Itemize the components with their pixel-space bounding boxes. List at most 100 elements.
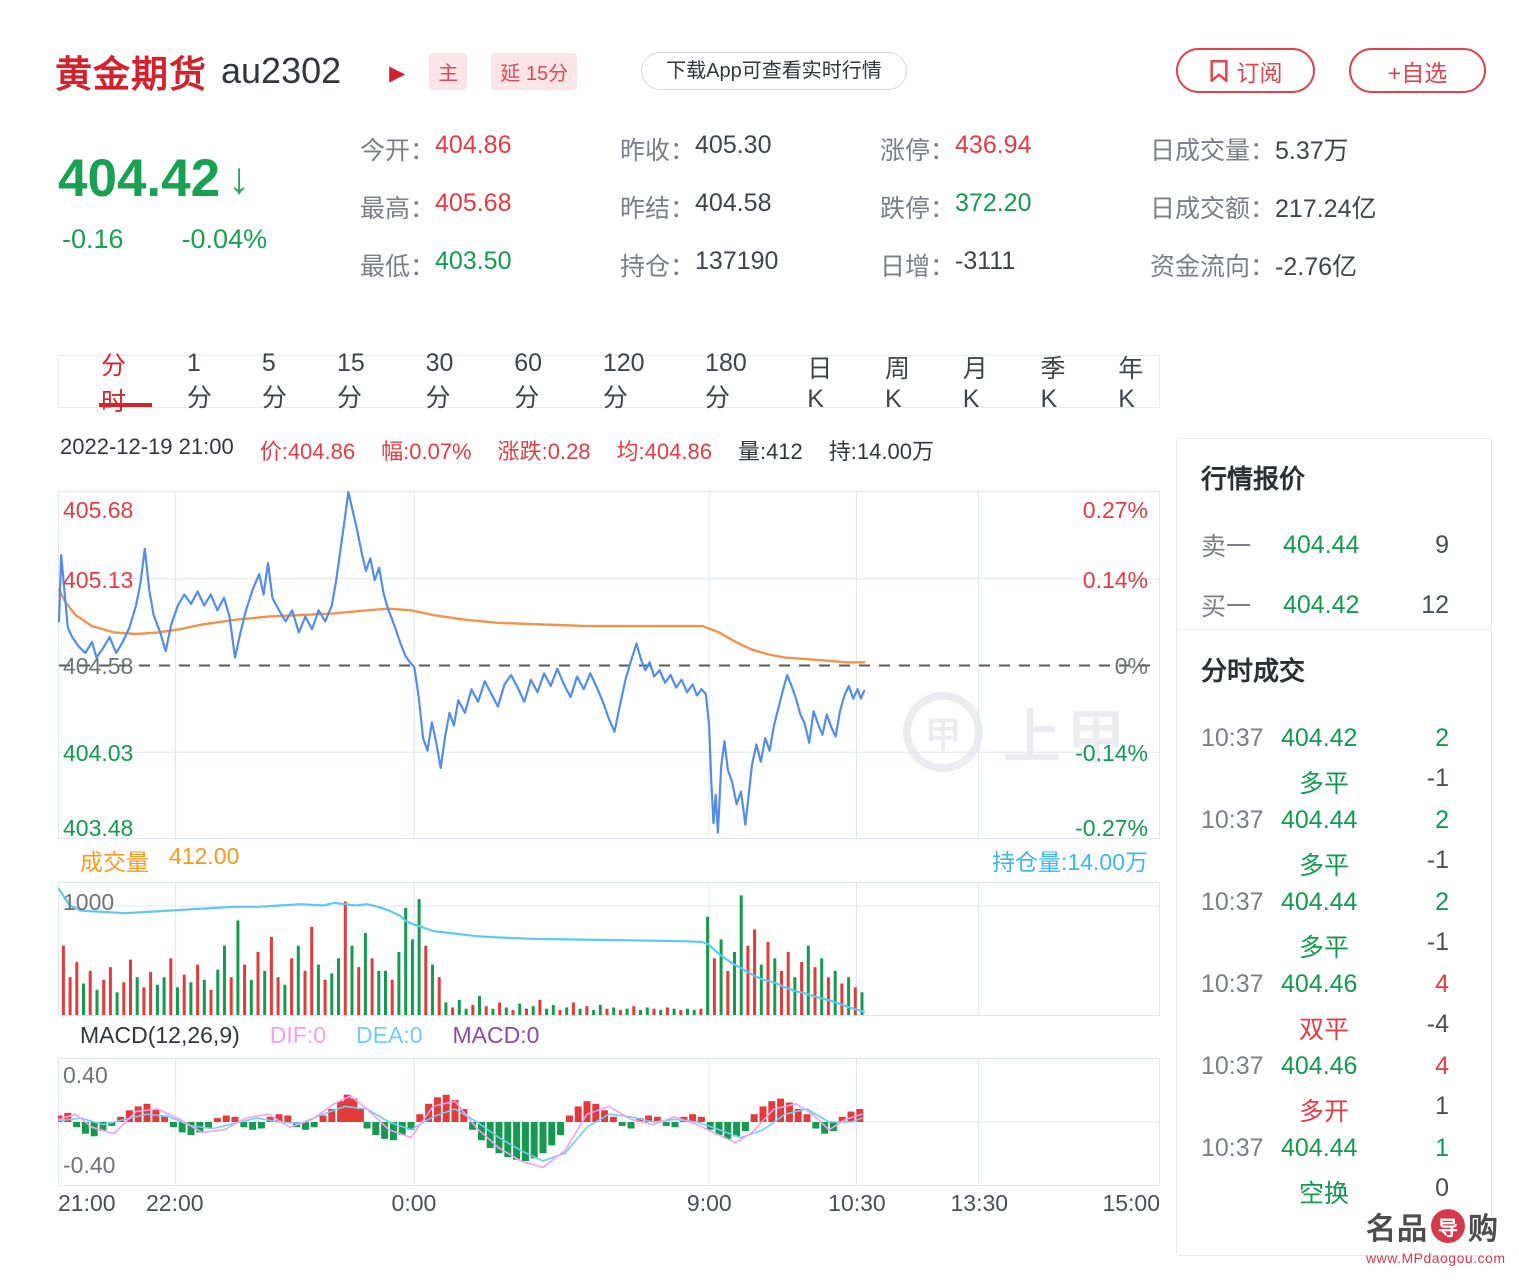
tab-12[interactable]: 年K (1118, 355, 1144, 413)
stat-item-6: 跌停： 372.20 (880, 189, 1150, 247)
logo-prefix: 名品 (1366, 1213, 1428, 1246)
time-axis-label: 13:30 (950, 1190, 1009, 1216)
stat-item-5: 昨结： 404.58 (620, 189, 880, 247)
stat-value: -3111 (955, 247, 1016, 275)
add-watchlist-button[interactable]: +自选 (1349, 48, 1486, 93)
stat-value: 405.30 (695, 131, 772, 159)
info-volume: 量:412 (737, 439, 803, 464)
badge-main-contract: 主 (429, 52, 468, 90)
trade-qty: 1 (1435, 1134, 1449, 1162)
subscribe-label: 订阅 (1236, 59, 1283, 86)
trade-row-2[interactable]: 10:37 404.44 2 多平 -1 (1201, 888, 1449, 970)
stat-label: 今开： (360, 137, 436, 165)
price-change-row: -0.16 -0.04% (62, 224, 267, 255)
period-tabbar: 分时 1分 5分 15分 30分 60分 120分 180分 日K 周K 月K 季K 年K (58, 349, 1160, 416)
stat-label: 最高： (360, 195, 436, 223)
stat-item-0: 今开： 404.86 (360, 131, 620, 189)
info-datetime: 2022-12-19 21:00 (60, 434, 234, 459)
price-change-pct: -0.04% (181, 224, 268, 254)
buy-one-price: 404.42 (1283, 590, 1360, 619)
trade-row-4[interactable]: 10:37 404.46 4 多开 1 (1201, 1052, 1449, 1134)
stat-item-10: 日增： -3111 (880, 247, 1150, 305)
trade-price: 404.44 (1281, 806, 1358, 834)
trade-row-3[interactable]: 10:37 404.46 4 双平 -4 (1201, 970, 1449, 1052)
trade-qty: 2 (1435, 888, 1449, 916)
trade-row-0[interactable]: 10:37 404.42 2 多平 -1 (1201, 724, 1449, 806)
trade-direction: 双平 (1299, 1016, 1350, 1044)
trade-time: 10:37 (1201, 1134, 1264, 1162)
time-axis: 21:00 22:00 0:00 9:00 10:30 13:30 15:00 (0, 1190, 1519, 1218)
trade-direction: 多平 (1299, 852, 1350, 880)
info-change: 涨跌:0.28 (497, 439, 591, 464)
volume-header: 成交量 412.00 (80, 843, 239, 877)
oi-header-label: 持仓量:14.00万 (992, 849, 1148, 875)
stat-item-8: 最低： 403.50 (360, 247, 620, 305)
tab-4[interactable]: 30分 (425, 349, 454, 412)
macd-dif-label: DIF:0 (269, 1022, 327, 1048)
trade-time: 10:37 (1201, 1052, 1264, 1080)
trade-qty: 4 (1435, 970, 1449, 998)
price-axis-label: 403.48 (63, 815, 134, 841)
sidebar-divider (1177, 629, 1491, 630)
tab-0[interactable]: 分时 (99, 352, 152, 416)
price-axis-label: 405.13 (63, 567, 134, 593)
price-chart[interactable] (58, 490, 1160, 841)
info-amplitude: 幅:0.07% (381, 439, 472, 464)
volume-scale-label: 1000 (63, 889, 115, 915)
info-price: 价:404.86 (259, 439, 356, 464)
stat-label: 最低： (360, 253, 436, 281)
last-price: 404.42 ↓ (58, 149, 251, 208)
sell-one-price: 404.44 (1283, 530, 1360, 559)
macd-title: MACD(12,26,9) (80, 1022, 240, 1048)
play-triangle-icon[interactable]: ▶ (389, 61, 406, 85)
tab-5[interactable]: 60分 (514, 349, 543, 412)
sidebar: 行情报价 卖一 404.44 9 买一 404.42 12 分时成交 10:37… (1176, 438, 1492, 1256)
tab-8[interactable]: 日K (807, 355, 833, 413)
tab-9[interactable]: 周K (885, 355, 911, 413)
tab-11[interactable]: 季K (1040, 355, 1066, 413)
trade-row-5[interactable]: 10:37 404.44 1 空换 0 (1201, 1134, 1449, 1216)
trade-net: -1 (1426, 928, 1449, 956)
volume-chart[interactable] (58, 882, 1160, 1016)
stats-grid: 今开： 404.86 昨收： 405.30 涨停： 436.94 日成交量： 5.37万 最高：… (360, 131, 1500, 305)
percent-axis-label: 0.14% (1082, 567, 1148, 593)
trade-price: 404.42 (1281, 724, 1358, 752)
macd-axis-max: 0.40 (63, 1062, 108, 1088)
info-average: 均:404.86 (616, 439, 712, 464)
tab-6[interactable]: 120分 (602, 349, 645, 412)
trade-qty: 2 (1435, 806, 1449, 834)
stat-value: 372.20 (955, 189, 1032, 217)
macd-chart[interactable] (58, 1058, 1160, 1186)
volume-value: 412.00 (169, 843, 240, 869)
stat-item-2: 涨停： 436.94 (880, 131, 1150, 189)
trade-row-1[interactable]: 10:37 404.44 2 多平 -1 (1201, 806, 1449, 888)
tab-1[interactable]: 1分 (186, 349, 212, 412)
price-axis-label: 405.68 (63, 497, 134, 523)
macd-dea-label: DEA:0 (356, 1022, 423, 1048)
watermark-text: 上甲 (1003, 705, 1132, 770)
stat-label: 日成交量： (1150, 137, 1276, 165)
stat-item-11: 资金流向： -2.76亿 (1150, 247, 1500, 305)
stat-item-3: 日成交量： 5.37万 (1150, 131, 1500, 189)
trade-price: 404.44 (1281, 1134, 1358, 1162)
sell-one-row[interactable]: 卖一 404.44 9 (1201, 527, 1449, 563)
tab-7[interactable]: 180分 (705, 349, 747, 412)
trade-net: 1 (1435, 1092, 1449, 1120)
macd-axis-min: -0.40 (63, 1152, 116, 1178)
tab-2[interactable]: 5分 (261, 349, 287, 412)
time-axis-label: 9:00 (686, 1190, 732, 1216)
trade-direction: 多平 (1299, 770, 1350, 798)
buy-one-row[interactable]: 买一 404.42 12 (1201, 587, 1449, 623)
stat-item-4: 最高： 405.68 (360, 189, 620, 247)
tab-3[interactable]: 15分 (336, 349, 365, 412)
subscribe-button[interactable]: 订阅 (1176, 48, 1315, 93)
trade-time: 10:37 (1201, 888, 1264, 916)
percent-axis-label: -0.14% (1075, 740, 1148, 766)
tab-10[interactable]: 月K (962, 355, 988, 413)
down-arrow-icon: ↓ (228, 153, 251, 203)
time-axis-label: 15:00 (1102, 1190, 1160, 1216)
download-app-pill[interactable]: 下载App可查看实时行情 (641, 52, 907, 90)
time-axis-label: 0:00 (391, 1190, 437, 1216)
stat-value: 404.58 (695, 189, 772, 217)
stat-value: 404.86 (435, 131, 512, 159)
